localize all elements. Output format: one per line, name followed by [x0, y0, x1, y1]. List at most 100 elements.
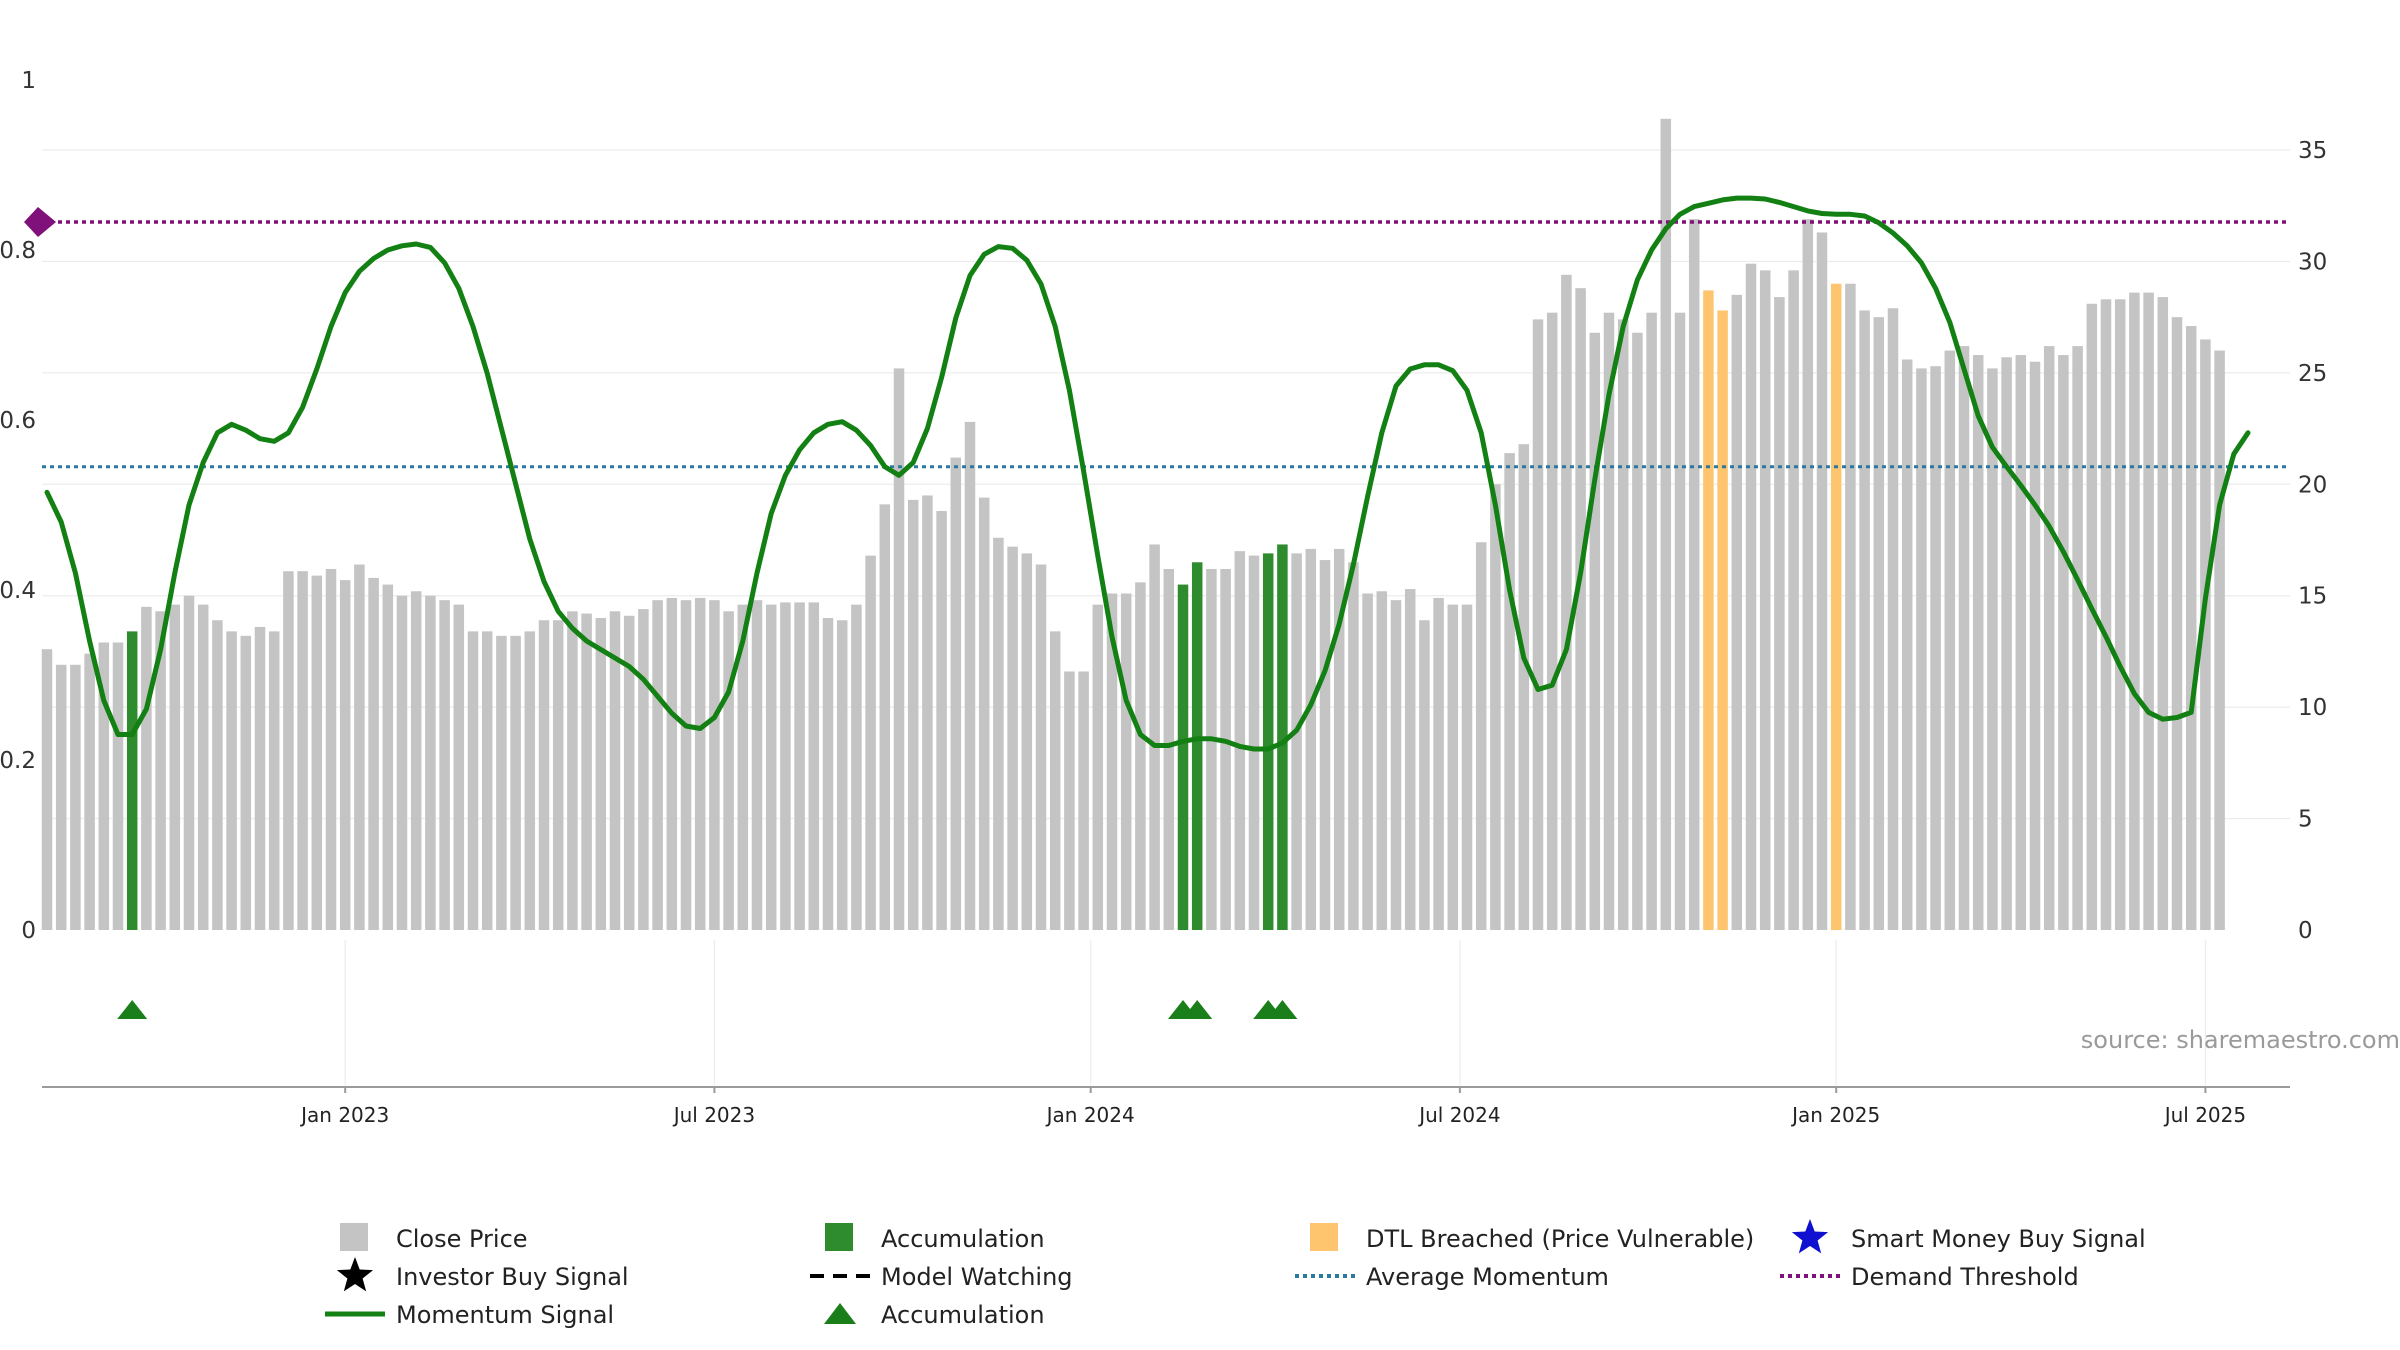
- close-price-bar: [1632, 332, 1643, 930]
- accumulation-bar: [1191, 562, 1203, 930]
- close-price-bar: [652, 600, 663, 930]
- close-price-bar: [1745, 263, 1757, 931]
- close-price-bar: [836, 620, 848, 930]
- close-price-bar: [950, 457, 962, 930]
- close-price-bar: [1049, 631, 1061, 930]
- close-price-bar: [439, 600, 450, 930]
- close-price-bar: [865, 555, 876, 930]
- close-price-bar: [1561, 274, 1572, 930]
- close-price-bar: [396, 595, 408, 930]
- close-price-bar: [481, 631, 493, 930]
- close-price-bar: [1021, 553, 1033, 930]
- close-price-bar: [1532, 319, 1544, 930]
- close-price-bar: [1007, 546, 1018, 930]
- close-price-bar: [1972, 355, 1984, 930]
- close-price-bar: [2043, 346, 2055, 931]
- close-price-bar: [2029, 361, 2041, 930]
- left-axis-tick-label: 0.6: [0, 408, 36, 434]
- legend-label: Close Price: [396, 1225, 528, 1253]
- close-price-bar: [1149, 544, 1160, 930]
- gray-square-icon: [340, 1223, 368, 1251]
- right-axis-tick-label: 0: [2298, 918, 2313, 944]
- close-price-bar: [1958, 346, 1970, 931]
- close-price-bar: [354, 564, 365, 930]
- close-price-bar: [496, 635, 507, 930]
- close-price-bar: [936, 511, 947, 930]
- close-price-bar: [1206, 568, 1217, 930]
- legend-item: Smart Money Buy Signal: [1791, 1219, 2146, 1254]
- close-price-bar: [98, 642, 110, 930]
- accumulation-bar: [1262, 553, 1274, 930]
- close-price-bar: [1064, 671, 1075, 930]
- close-price-bar: [1916, 368, 1927, 930]
- legend-item: Close Price: [340, 1223, 528, 1253]
- close-price-bar: [1504, 453, 1515, 930]
- legend-label: Average Momentum: [1366, 1263, 1609, 1291]
- x-axis-tick-label: Jan 2023: [299, 1103, 389, 1127]
- close-price-bar: [1901, 359, 1913, 930]
- close-price-bar: [2001, 357, 2012, 930]
- close-price-bar: [1674, 312, 1686, 931]
- legend-item: Average Momentum: [1295, 1263, 1609, 1291]
- accumulation-triangle-marker: [117, 1000, 148, 1019]
- legend-item: Accumulation: [825, 1223, 1045, 1253]
- accumulation-bar: [1277, 544, 1288, 930]
- left-axis-tick-label: 1: [21, 68, 36, 94]
- close-price-bar: [339, 580, 351, 930]
- left-axis-tick-label: 0: [21, 918, 36, 944]
- right-axis-tick-label: 5: [2298, 807, 2313, 833]
- x-axis-tick-label: Jan 2025: [1790, 1103, 1880, 1127]
- close-price-bar: [510, 635, 521, 930]
- close-price-bar: [1106, 593, 1118, 930]
- close-price-bar: [1291, 553, 1302, 930]
- close-price-bar: [851, 604, 862, 930]
- close-price-bar: [70, 664, 81, 930]
- close-price-bar: [240, 635, 252, 930]
- close-price-bar: [567, 611, 578, 930]
- close-price-bar: [155, 611, 166, 930]
- close-price-bar: [2015, 355, 2027, 930]
- close-price-bar: [1802, 219, 1814, 931]
- close-price-bar: [368, 577, 379, 930]
- close-price-bar: [2171, 317, 2183, 931]
- close-price-bar: [55, 664, 67, 930]
- close-price-bar: [1774, 297, 1785, 931]
- close-price-bar: [1930, 366, 1941, 931]
- left-axis-tick-label: 0.8: [0, 238, 36, 264]
- close-price-bar: [1433, 597, 1444, 930]
- legend-item: DTL Breached (Price Vulnerable): [1310, 1223, 1754, 1253]
- legend-item: Demand Threshold: [1780, 1263, 2079, 1291]
- close-price-bar: [581, 613, 592, 930]
- close-price-bar: [1447, 604, 1459, 930]
- close-price-bar: [1603, 312, 1615, 931]
- marker-panel: [117, 1000, 1298, 1019]
- close-price-bar: [2185, 326, 2197, 930]
- close-price-bar: [538, 620, 550, 930]
- momentum-signal-line: [44, 195, 2251, 752]
- close-price-bar: [283, 571, 294, 930]
- blue-star-icon: [1791, 1219, 1829, 1254]
- close-price-bar: [1518, 444, 1530, 930]
- close-price-bar: [993, 537, 1004, 930]
- price-bars: [41, 118, 2225, 931]
- close-price-bar: [197, 604, 209, 930]
- left-axis-tick-label: 0.2: [0, 748, 36, 774]
- close-price-bar: [212, 620, 223, 930]
- close-price-bar: [1589, 332, 1601, 930]
- left-axis-tick-label: 0.4: [0, 578, 36, 604]
- close-price-bar: [893, 368, 905, 930]
- close-price-bar: [2072, 346, 2083, 931]
- close-price-bar: [1987, 368, 1998, 930]
- close-price-bar: [709, 600, 720, 930]
- close-price-bar: [1120, 593, 1132, 930]
- close-price-bar: [1135, 582, 1146, 930]
- close-price-bar: [425, 595, 436, 930]
- close-price-bar: [2129, 292, 2140, 931]
- close-price-bar: [1759, 270, 1771, 930]
- legend-label: Investor Buy Signal: [396, 1263, 629, 1291]
- accumulation-bar: [1177, 584, 1189, 930]
- legend-item: Investor Buy Signal: [336, 1257, 629, 1292]
- close-price-bar: [751, 600, 763, 930]
- legend-item: Momentum Signal: [325, 1301, 614, 1329]
- close-price-bar: [1163, 568, 1175, 930]
